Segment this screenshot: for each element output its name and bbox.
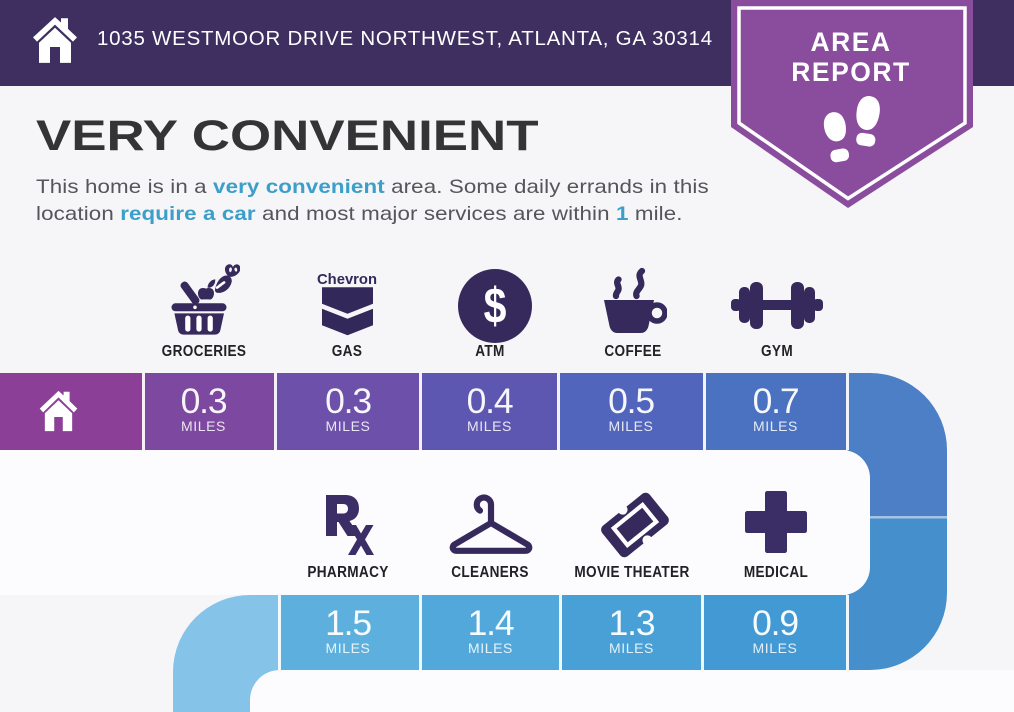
svg-text:REPORT: REPORT [791,57,910,87]
svg-text:AREA: AREA [810,27,891,57]
svg-text:Chevron: Chevron [317,272,377,288]
svg-text:$: $ [484,278,507,334]
